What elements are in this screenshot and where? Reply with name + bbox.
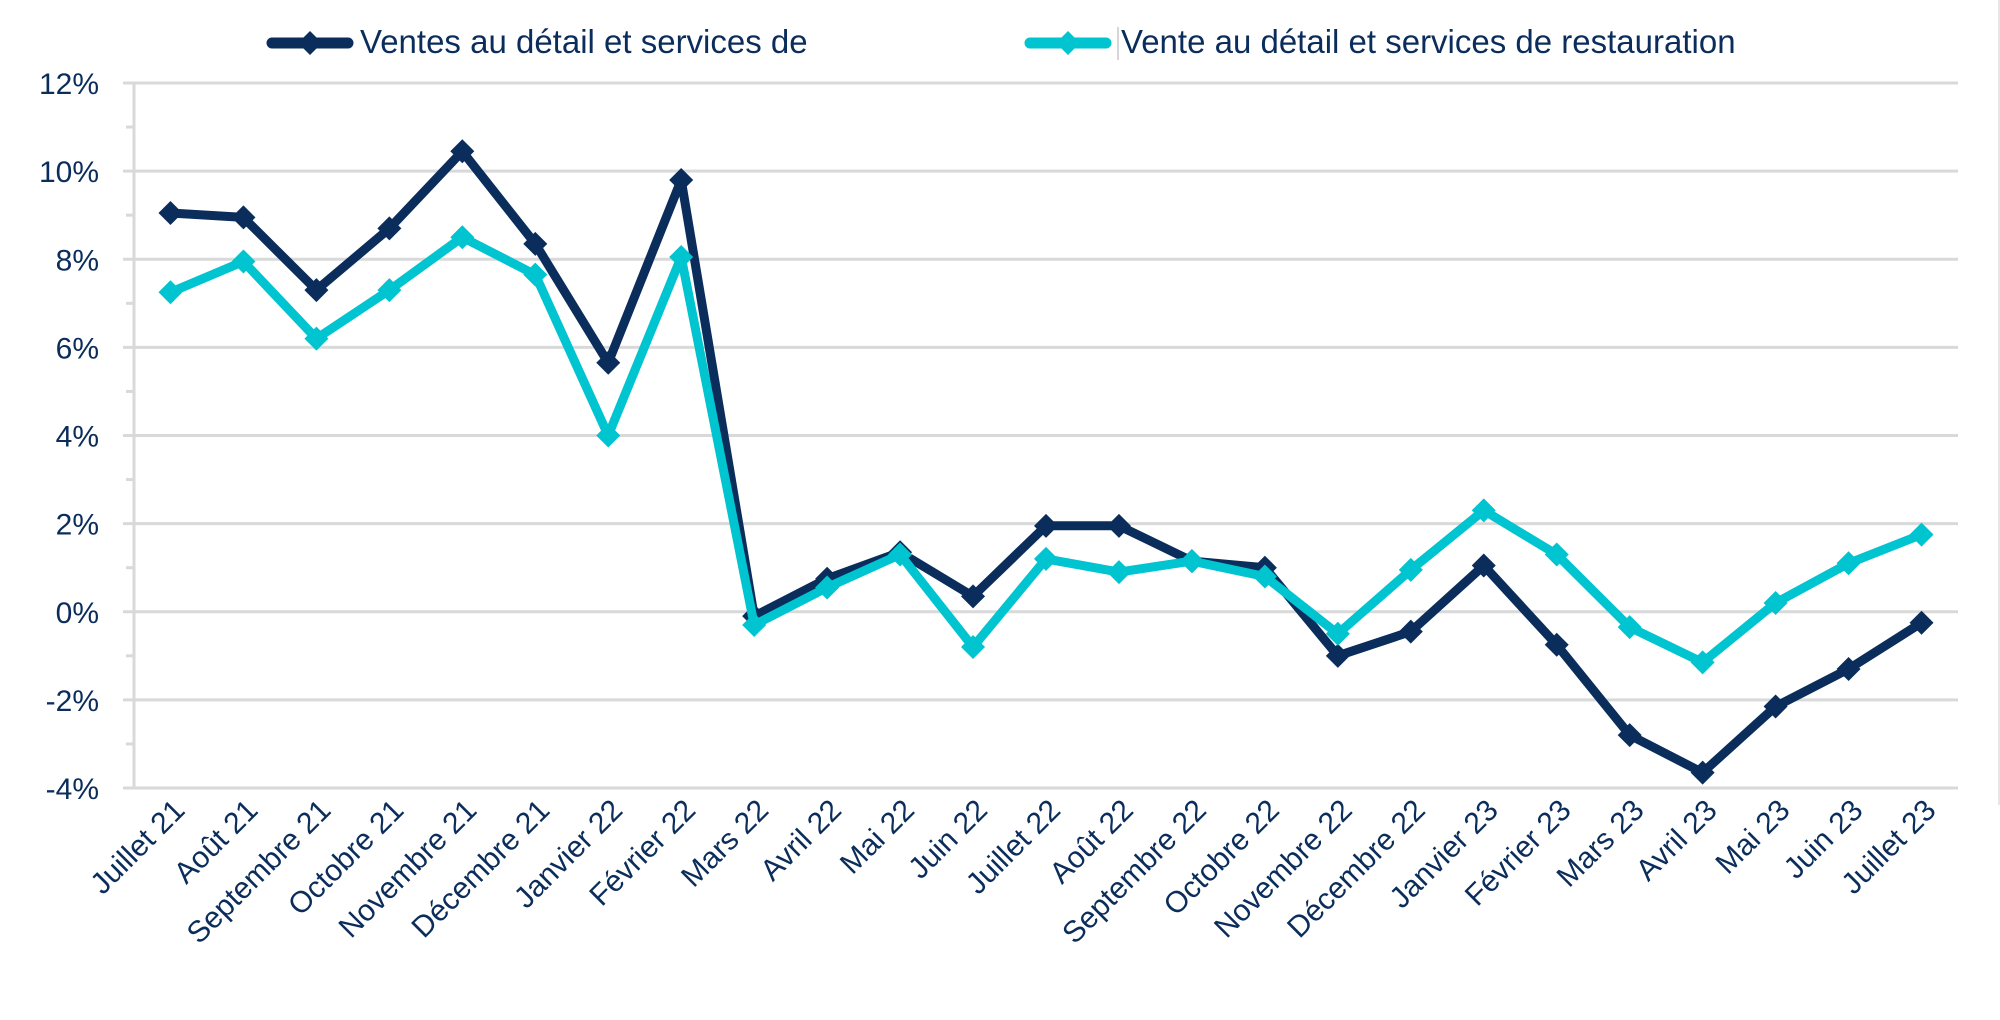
data-point-diamond: [377, 216, 402, 241]
y-tick-label: 4%: [56, 421, 99, 454]
y-axis: -4% -2% 0% 2% 4% 6% 8% 10% 12%: [39, 68, 136, 806]
data-point-diamond: [1252, 564, 1277, 589]
data-point-diamond: [1763, 694, 1788, 719]
data-point-diamond: [1106, 513, 1131, 538]
data-point-diamond: [1034, 546, 1058, 571]
data-point-diamond: [1617, 723, 1642, 748]
y-tick-label: -4%: [46, 773, 99, 806]
y-tick-label: -2%: [46, 685, 99, 718]
y-tick-label: 6%: [56, 332, 99, 365]
legend-label-series-2: Vente au détail et services de restaurat…: [1121, 23, 1736, 60]
y-tick-label: 10%: [39, 156, 99, 189]
legend-diamond-icon-series-2: [1056, 31, 1080, 55]
data-point-diamond: [1398, 619, 1423, 644]
gridlines: [123, 81, 1958, 790]
data-point-diamond: [1179, 549, 1204, 574]
x-tick-label: Avril 23: [1630, 794, 1724, 888]
data-point-diamond: [888, 542, 913, 567]
data-point-diamond: [1617, 615, 1642, 640]
legend-item-series-2: Vente au détail et services de restaurat…: [1024, 23, 1736, 60]
data-point-diamond: [1544, 632, 1569, 657]
x-tick-label: Juillet 21: [84, 794, 191, 901]
data-point-diamond: [1690, 650, 1715, 675]
data-point-diamond: [1836, 551, 1861, 576]
data-point-diamond: [523, 262, 548, 287]
series-line: [166, 232, 1926, 667]
series-1: [158, 139, 1934, 785]
data-point-diamond: [1836, 657, 1861, 682]
x-tick-label: Avril 22: [754, 794, 848, 888]
data-point-diamond: [158, 280, 183, 305]
y-tick-label: 0%: [56, 597, 99, 630]
data-point-diamond: [961, 584, 986, 609]
data-point-diamond: [231, 205, 256, 230]
data-point-diamond: [1690, 760, 1715, 785]
series-layer: [158, 139, 1934, 785]
data-point-diamond: [1544, 542, 1569, 567]
data-point-diamond: [669, 245, 694, 270]
legend-diamond-icon-series-1: [298, 31, 322, 55]
data-point-diamond: [377, 278, 402, 303]
data-point-diamond: [304, 278, 329, 303]
data-point-diamond: [1325, 621, 1350, 646]
y-tick-label: 8%: [56, 244, 99, 277]
data-point-diamond: [231, 249, 256, 274]
y-tick-label: 2%: [56, 509, 99, 542]
data-point-diamond: [1106, 560, 1131, 585]
data-point-diamond: [596, 350, 621, 375]
data-point-diamond: [450, 139, 475, 164]
data-point-diamond: [1471, 553, 1496, 578]
data-point-diamond: [815, 575, 840, 600]
data-point-diamond: [1034, 513, 1058, 538]
data-point-diamond: [304, 326, 329, 351]
series-line: [166, 146, 1926, 778]
data-point-diamond: [1325, 643, 1350, 668]
data-point-diamond: [742, 612, 767, 637]
data-point-diamond: [1909, 522, 1934, 547]
data-point-diamond: [523, 231, 548, 256]
legend-label-series-1: Ventes au détail et services de: [360, 23, 808, 60]
legend: Ventes au détail et services de Vente au…: [266, 23, 1736, 60]
series-2: [158, 225, 1934, 675]
data-point-diamond: [1909, 610, 1934, 635]
data-point-diamond: [450, 225, 475, 250]
data-point-diamond: [669, 167, 694, 192]
data-point-diamond: [596, 423, 621, 448]
data-point-diamond: [1763, 590, 1788, 615]
y-tick-label: 12%: [39, 68, 99, 101]
data-point-diamond: [1471, 498, 1496, 523]
data-point-diamond: [961, 635, 986, 659]
legend-item-series-1: Ventes au détail et services de: [266, 23, 808, 60]
data-point-diamond: [1398, 557, 1423, 582]
data-point-diamond: [158, 200, 183, 225]
